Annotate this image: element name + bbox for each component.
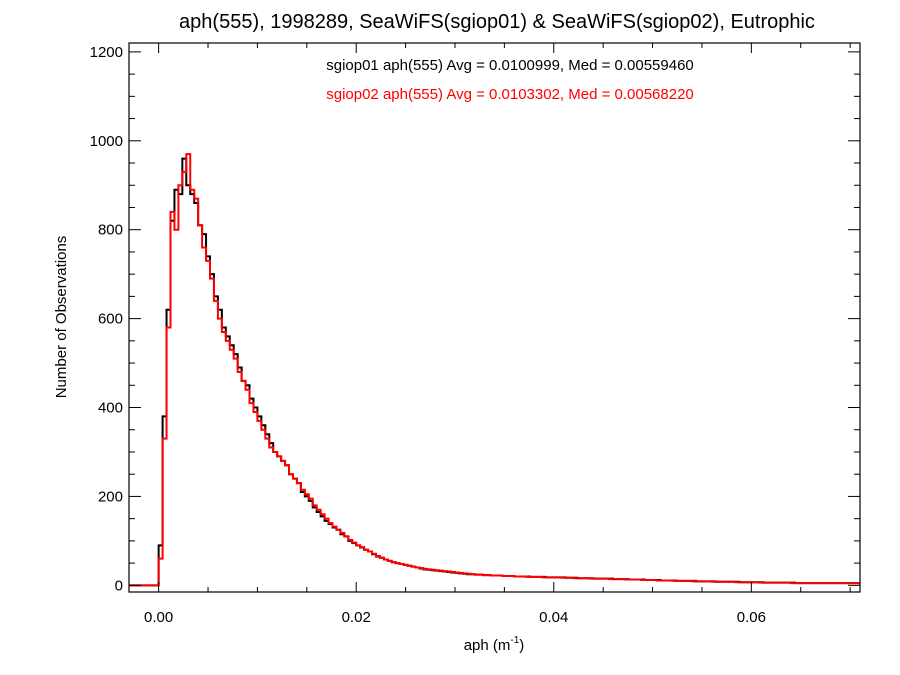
series-line-sgiop02 <box>129 153 860 587</box>
y-tick-label: 1200 <box>90 44 123 61</box>
chart-title: aph(555), 1998289, SeaWiFS(sgiop01) & Se… <box>179 11 815 33</box>
y-tick-label: 400 <box>98 400 123 417</box>
y-tick-label: 1000 <box>90 133 123 150</box>
y-axis-label: Number of Observations <box>53 236 70 399</box>
y-tick-label: 800 <box>98 222 123 239</box>
x-tick-label: 0.00 <box>144 609 173 626</box>
plot-series-group <box>129 153 860 587</box>
x-axis-label: aph (m-1) <box>464 635 525 654</box>
x-tick-label: 0.02 <box>342 609 371 626</box>
series-1-stats-annotation: sgiop01 aph(555) Avg = 0.0100999, Med = … <box>326 57 694 74</box>
y-axis-ticks: 0 200 400 600 800 1000 1200 <box>90 44 860 594</box>
x-axis-label-superscript: -1 <box>510 635 519 646</box>
x-tick-label: 0.06 <box>737 609 766 626</box>
series-2-stats-annotation: sgiop02 aph(555) Avg = 0.0103302, Med = … <box>326 86 694 103</box>
y-tick-label: 600 <box>98 311 123 328</box>
y-tick-label: 0 <box>115 577 123 594</box>
plot-frame <box>128 42 861 593</box>
x-axis-label-end: ) <box>519 637 524 654</box>
x-axis-ticks: 0.00 0.02 0.04 0.06 <box>144 43 851 626</box>
x-tick-label: 0.04 <box>539 609 568 626</box>
y-tick-label: 200 <box>98 488 123 505</box>
x-axis-label-base: aph (m <box>464 637 511 654</box>
